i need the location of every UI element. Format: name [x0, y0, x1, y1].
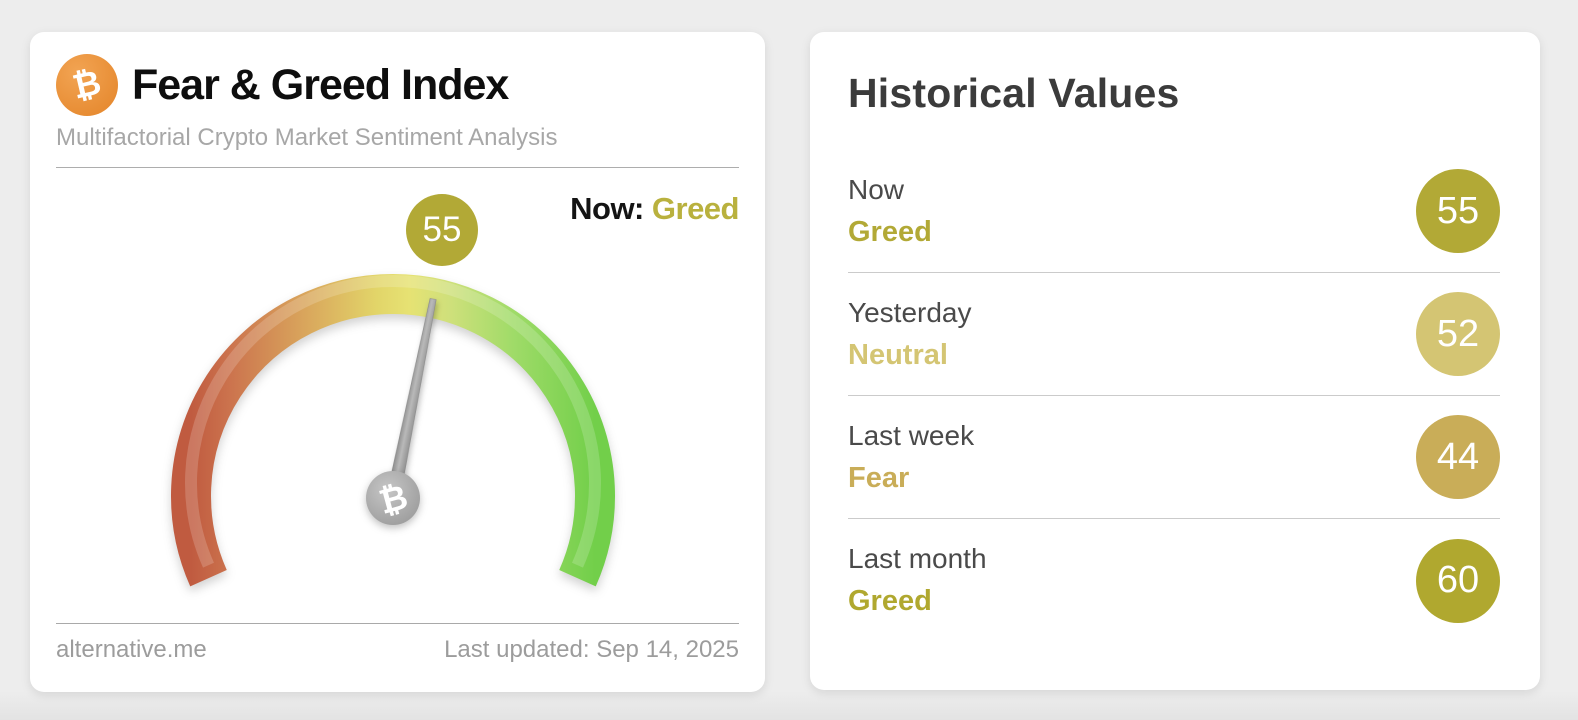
- now-classification: Greed: [651, 191, 740, 226]
- bitcoin-glyph: ₿: [68, 62, 106, 108]
- period-label: Last week: [848, 419, 975, 451]
- footer-divider: [56, 623, 739, 624]
- last-updated-text: Last updated: Sep 14, 2025: [444, 636, 739, 663]
- period-label: Last month: [848, 543, 987, 574]
- history-row-last-month: Last month Greed 60: [848, 519, 1500, 642]
- history-row-last-week: Last week Fear 44: [848, 396, 1500, 519]
- gauge-needle: [385, 298, 437, 501]
- period-label: Now: [848, 173, 905, 205]
- page-subtitle: Multifactorial Crypto Market Sentiment A…: [56, 124, 558, 151]
- gauge-arc: [171, 273, 615, 587]
- gauge-arc-sheen: [185, 274, 601, 568]
- classification-label: Fear: [848, 461, 910, 494]
- value-badge: 60: [1416, 538, 1500, 623]
- classification-label: Greed: [848, 215, 932, 248]
- gauge-hub: [366, 471, 420, 525]
- value-badge: 55: [1416, 169, 1500, 253]
- fear-greed-header: ₿ Fear & Greed Index: [56, 54, 739, 116]
- historical-values-list: Now Greed 55 Yesterday Neutral 52 Last w…: [848, 150, 1500, 642]
- card-footer: alternative.me Last updated: Sep 14, 202…: [56, 636, 739, 664]
- gauge-chart: ₿: [171, 273, 615, 587]
- gauge-value-badge: 55: [406, 194, 478, 266]
- bitcoin-icon: ₿: [56, 54, 118, 116]
- now-status: Now: Greed: [570, 191, 739, 227]
- page-title: Fear & Greed Index: [132, 60, 509, 109]
- historical-values-title: Historical Values: [848, 70, 1180, 116]
- classification-label: Greed: [848, 585, 932, 617]
- value-badge: 52: [1416, 292, 1500, 376]
- history-row-yesterday: Yesterday Neutral 52: [848, 273, 1500, 396]
- period-label: Yesterday: [848, 296, 972, 328]
- gauge: ₿ 55 Now: Greed: [56, 171, 740, 623]
- history-row-now: Now Greed 55: [848, 150, 1500, 273]
- classification-label: Neutral: [848, 338, 948, 371]
- header-divider: [56, 167, 739, 168]
- historical-values-card: Historical Values Now Greed 55 Yesterday…: [810, 32, 1540, 690]
- now-label: Now:: [570, 191, 644, 226]
- fear-greed-card: ₿ Fear & Greed Index Multifactorial Cryp…: [30, 32, 765, 692]
- value-badge: 44: [1416, 415, 1500, 499]
- source-link[interactable]: alternative.me: [56, 636, 207, 663]
